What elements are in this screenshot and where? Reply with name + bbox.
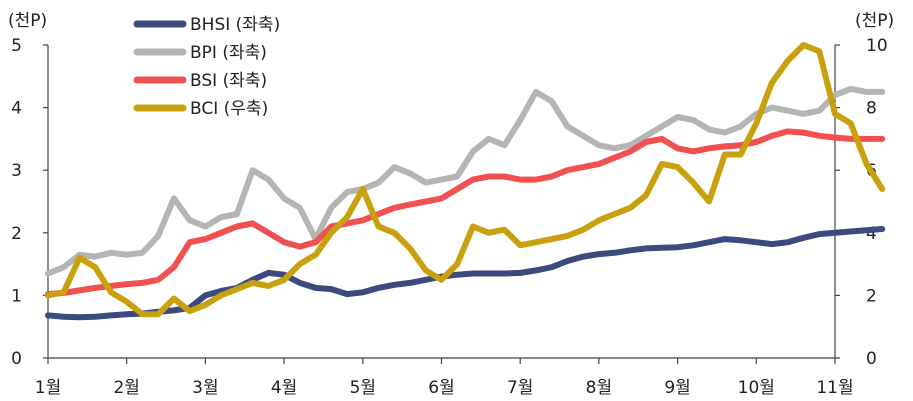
x-tick-label: 6월 <box>428 378 454 398</box>
right-axis-unit: (천P) <box>855 11 894 31</box>
x-tick-label: 2월 <box>113 378 139 398</box>
x-tick-label: 8월 <box>586 378 612 398</box>
right-tick-label: 0 <box>866 349 877 369</box>
left-axis-unit: (천P) <box>8 11 47 31</box>
left-axis: 0 1 2 3 4 5 <box>11 36 49 369</box>
left-tick-label: 4 <box>11 99 22 119</box>
x-tick-label: 3월 <box>192 378 218 398</box>
series-line-4 <box>45 42 886 318</box>
series-line-2 <box>45 85 886 277</box>
x-tick-label: 5월 <box>350 378 376 398</box>
left-tick-label: 3 <box>11 161 22 181</box>
left-tick-label: 2 <box>11 224 22 244</box>
left-tick-label: 5 <box>11 36 22 56</box>
x-axis: 1월 2월 3월 4월 5월 6월 7월 8월 9월 10월 11월 <box>35 357 854 398</box>
legend-label: BSI (좌축) <box>190 71 267 91</box>
right-tick-label: 8 <box>866 99 877 119</box>
x-tick-label: 1월 <box>35 378 61 398</box>
x-tick-label: 7월 <box>507 378 533 398</box>
legend: BHSI (좌축) BPI (좌축) BSI (좌축) BCI (우축) <box>133 15 280 119</box>
x-tick-label: 10월 <box>738 378 775 398</box>
x-tick-label: 11월 <box>816 378 853 398</box>
series-group <box>45 42 886 321</box>
x-tick-label: 4월 <box>271 378 297 398</box>
right-tick-label: 2 <box>866 286 877 306</box>
legend-label: BHSI (좌축) <box>190 15 280 35</box>
legend-label: BCI (우축) <box>190 99 268 119</box>
left-tick-label: 0 <box>11 349 22 369</box>
right-tick-label: 4 <box>866 224 877 244</box>
left-tick-label: 1 <box>11 286 22 306</box>
right-tick-label: 10 <box>866 36 888 56</box>
series-line-3 <box>45 128 886 298</box>
legend-label: BPI (좌축) <box>190 43 267 63</box>
x-tick-label: 9월 <box>664 378 690 398</box>
